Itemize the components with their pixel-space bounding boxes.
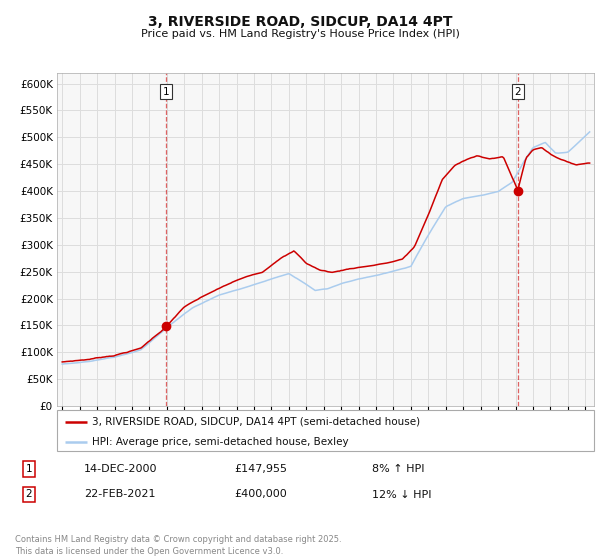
- Text: Contains HM Land Registry data © Crown copyright and database right 2025.
This d: Contains HM Land Registry data © Crown c…: [15, 535, 341, 556]
- Text: 3, RIVERSIDE ROAD, SIDCUP, DA14 4PT: 3, RIVERSIDE ROAD, SIDCUP, DA14 4PT: [148, 15, 452, 29]
- Text: 22-FEB-2021: 22-FEB-2021: [84, 489, 155, 500]
- Text: 12% ↓ HPI: 12% ↓ HPI: [372, 489, 431, 500]
- Text: £147,955: £147,955: [234, 464, 287, 474]
- Text: 1: 1: [163, 87, 169, 97]
- Text: Price paid vs. HM Land Registry's House Price Index (HPI): Price paid vs. HM Land Registry's House …: [140, 29, 460, 39]
- Text: 8% ↑ HPI: 8% ↑ HPI: [372, 464, 425, 474]
- Text: £400,000: £400,000: [234, 489, 287, 500]
- Text: HPI: Average price, semi-detached house, Bexley: HPI: Average price, semi-detached house,…: [92, 437, 349, 447]
- Text: 1: 1: [25, 464, 32, 474]
- Text: 2: 2: [25, 489, 32, 500]
- Text: 2: 2: [514, 87, 521, 97]
- Text: 3, RIVERSIDE ROAD, SIDCUP, DA14 4PT (semi-detached house): 3, RIVERSIDE ROAD, SIDCUP, DA14 4PT (sem…: [92, 417, 420, 427]
- FancyBboxPatch shape: [57, 410, 594, 451]
- Text: 14-DEC-2000: 14-DEC-2000: [84, 464, 157, 474]
